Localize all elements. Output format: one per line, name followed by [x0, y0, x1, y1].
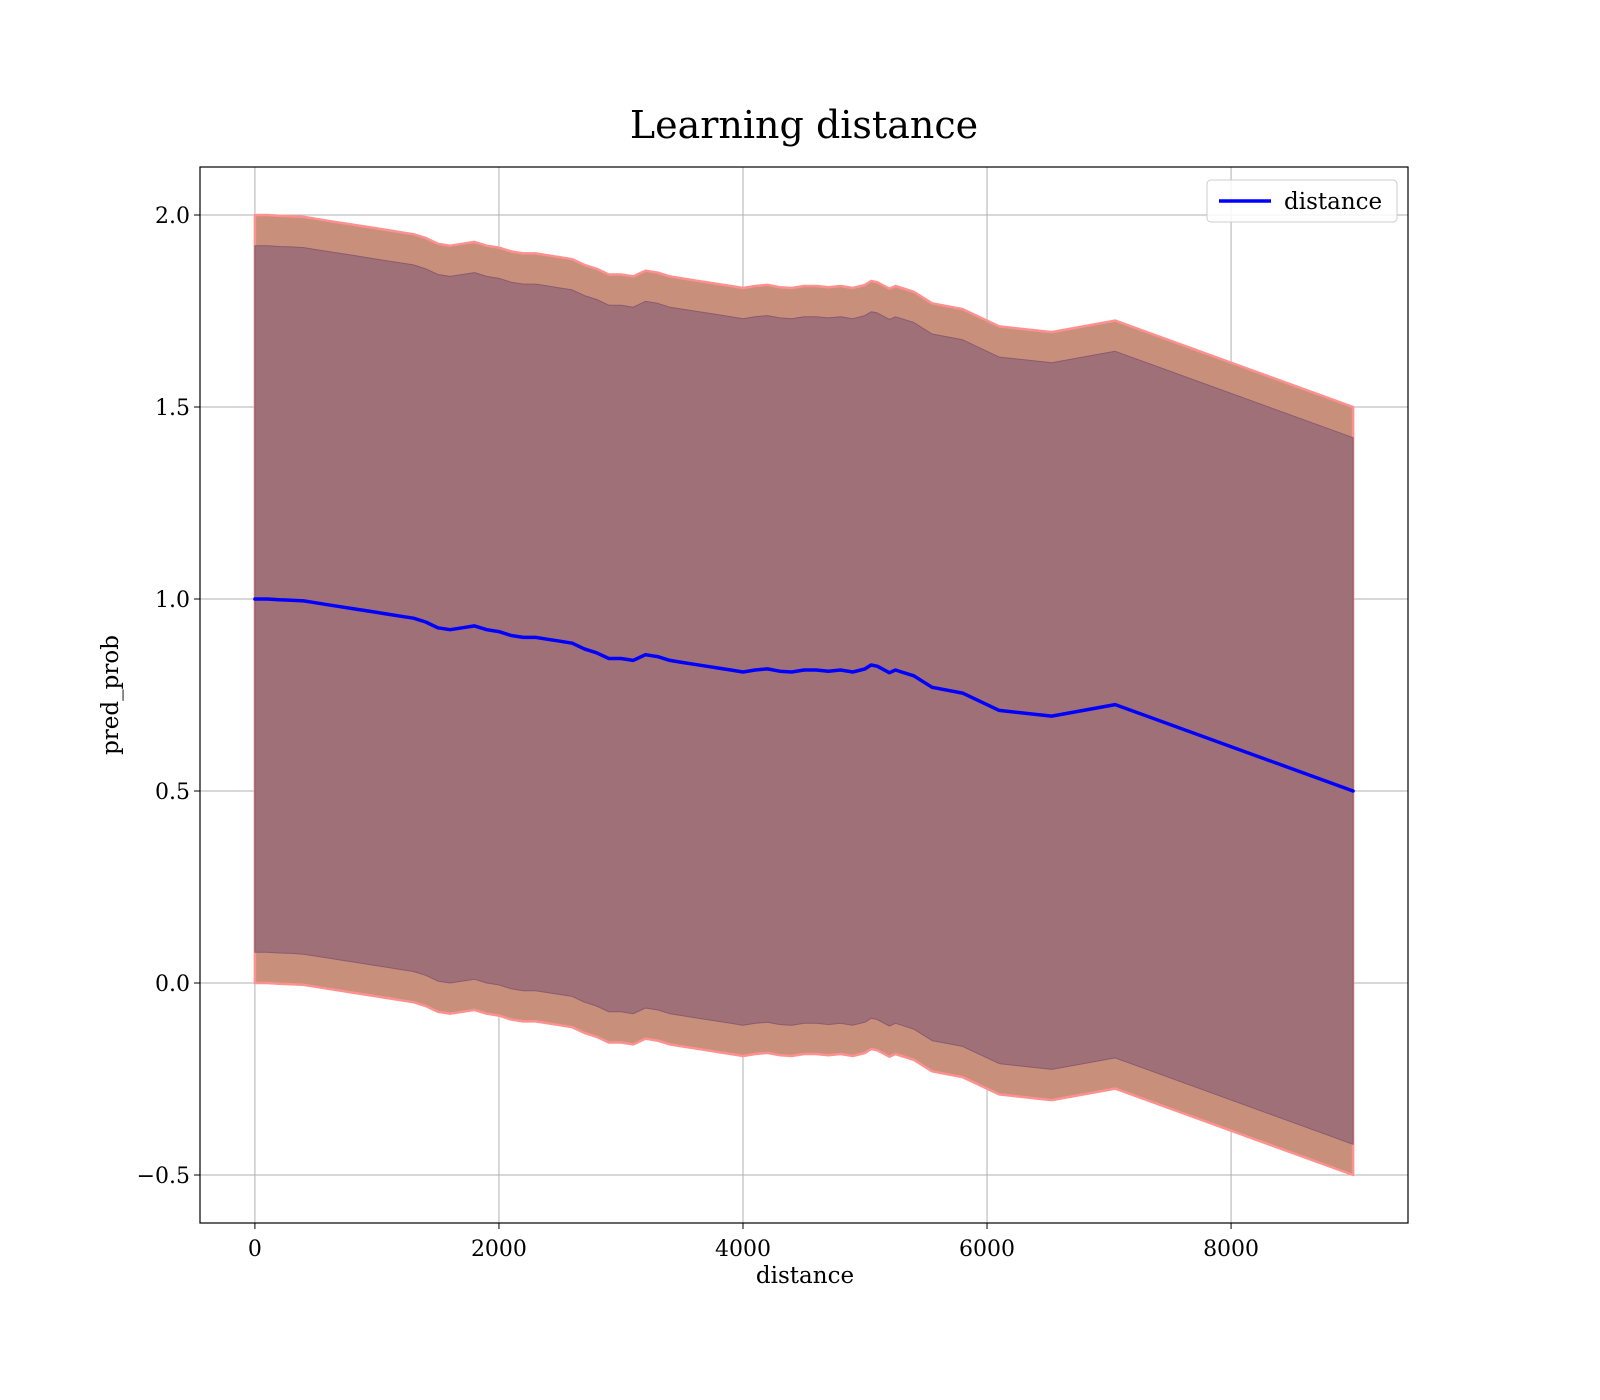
y-tick-label: 0.0	[155, 972, 190, 997]
x-axis-label: distance	[756, 1263, 854, 1289]
axis-ticks: 0 2000 4000 6000 8000 −0.5 0.0 0.5 1.0 1.5 2.0	[137, 204, 1259, 1262]
legend-label: distance	[1284, 189, 1382, 215]
x-tick-label: 4000	[715, 1237, 771, 1262]
y-axis-label: pred_prob	[98, 635, 124, 755]
y-tick-label: 1.5	[155, 396, 190, 421]
y-tick-label: −0.5	[137, 1164, 190, 1189]
x-tick-label: 6000	[959, 1237, 1015, 1262]
y-tick-label: 1.0	[155, 588, 190, 613]
x-tick-label: 8000	[1203, 1237, 1259, 1262]
y-tick-label: 0.5	[155, 780, 190, 805]
confidence-bands	[253, 213, 1355, 1177]
x-tick-label: 0	[248, 1237, 262, 1262]
chart-title: Learning distance	[629, 103, 979, 147]
series-line-distance	[253, 597, 1355, 793]
y-tick-label: 2.0	[155, 204, 190, 229]
x-tick-label: 2000	[471, 1237, 527, 1262]
legend: distance	[1206, 179, 1398, 223]
legend-box	[1206, 179, 1398, 223]
plot-frame	[199, 166, 1409, 1224]
series-lines	[253, 597, 1355, 793]
inner-band-area	[254, 245, 1354, 1145]
